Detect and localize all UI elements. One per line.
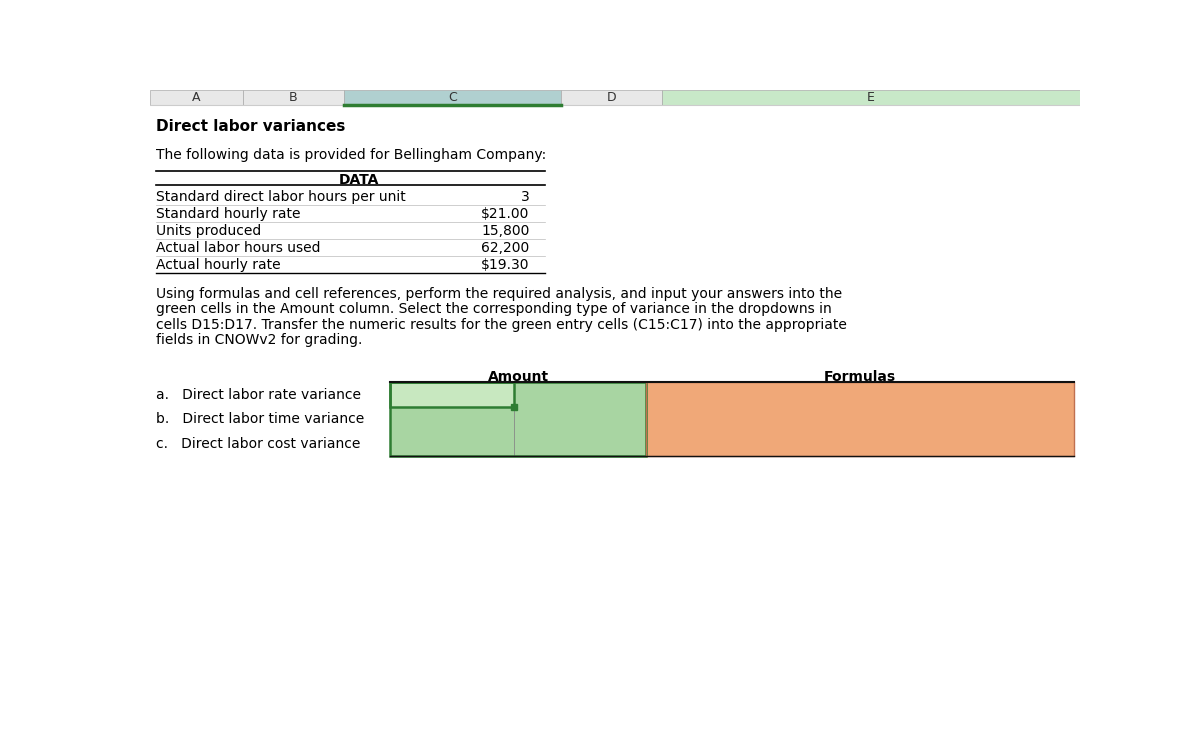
Text: $21.00: $21.00 [481, 206, 529, 221]
Text: Standard hourly rate: Standard hourly rate [156, 206, 301, 221]
Text: Standard direct labor hours per unit: Standard direct labor hours per unit [156, 190, 406, 203]
Text: Using formulas and cell references, perform the required analysis, and input you: Using formulas and cell references, perf… [156, 287, 842, 301]
Bar [343, 90, 560, 105]
Text: b.   Direct labor time variance: b. Direct labor time variance [156, 412, 365, 426]
Text: DATA: DATA [340, 173, 379, 187]
Text: a.   Direct labor rate variance: a. Direct labor rate variance [156, 387, 361, 402]
Text: 3: 3 [521, 190, 529, 203]
Text: c.   Direct labor cost variance: c. Direct labor cost variance [156, 437, 360, 451]
Bar [242, 90, 343, 105]
Bar [390, 382, 646, 456]
Text: green cells in the Amount column. Select the corresponding type of variance in t: green cells in the Amount column. Select… [156, 302, 832, 316]
Bar [390, 382, 646, 456]
Text: 15,800: 15,800 [481, 224, 529, 238]
Text: cells D15:D17. Transfer the numeric results for the green entry cells (C15:C17) : cells D15:D17. Transfer the numeric resu… [156, 318, 847, 331]
Bar [646, 382, 1074, 456]
Text: Actual hourly rate: Actual hourly rate [156, 257, 281, 272]
Text: fields in CNOWv2 for grading.: fields in CNOWv2 for grading. [156, 333, 362, 347]
Text: A: A [192, 91, 200, 104]
Text: B: B [289, 91, 298, 104]
Text: E: E [866, 91, 875, 104]
Bar [560, 90, 661, 105]
Text: C: C [448, 91, 457, 104]
Text: Amount: Amount [487, 370, 548, 384]
Bar [150, 90, 242, 105]
Text: D: D [606, 91, 616, 104]
Text: Formulas: Formulas [824, 370, 896, 384]
Text: Direct labor variances: Direct labor variances [156, 119, 346, 134]
Text: The following data is provided for Bellingham Company:: The following data is provided for Belli… [156, 148, 546, 162]
Bar [390, 382, 515, 407]
Bar [646, 382, 1074, 456]
Text: $19.30: $19.30 [481, 257, 529, 272]
Text: Actual labor hours used: Actual labor hours used [156, 241, 320, 254]
Text: Units produced: Units produced [156, 224, 262, 238]
Bar [661, 90, 1080, 105]
Text: 62,200: 62,200 [481, 241, 529, 254]
